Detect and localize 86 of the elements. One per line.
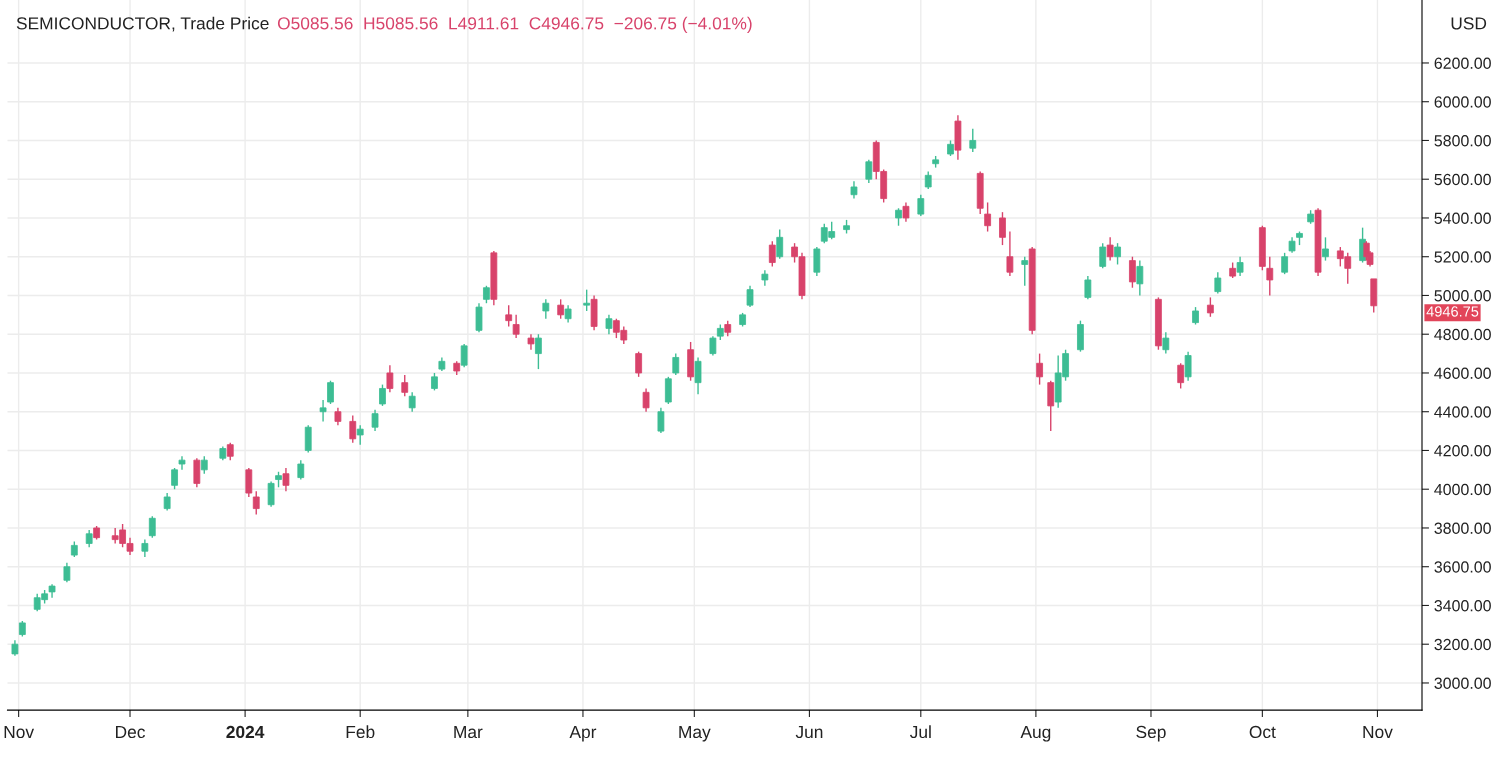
y-tick-label: 4000.00 <box>1434 483 1491 496</box>
x-tick-label: Nov <box>1363 726 1393 739</box>
candlestick <box>252 490 260 516</box>
candlestick <box>282 467 290 492</box>
candlestick <box>63 562 71 583</box>
candlestick <box>1006 230 1014 277</box>
y-tick-label: 6200.00 <box>1434 57 1491 69</box>
candlestick <box>1322 236 1329 262</box>
candlestick <box>319 399 327 423</box>
candlestick <box>1021 256 1029 287</box>
candlestick <box>11 639 19 657</box>
candlestick <box>379 383 386 407</box>
text: SEMICONDUCTOR, Trade Price <box>16 16 269 32</box>
y-tick-label: 5800.00 <box>1434 135 1491 147</box>
y-tick-label: 6000.00 <box>1434 96 1491 108</box>
y-tick-label: 3800.00 <box>1434 522 1491 534</box>
candlestick <box>664 376 672 405</box>
candlestick <box>527 333 535 351</box>
y-tick-label: 5200.00 <box>1434 251 1491 263</box>
candlestick <box>768 240 776 268</box>
x-tick-label: Mar <box>454 726 483 739</box>
y-tick-label: 3000.00 <box>1434 677 1491 689</box>
candlestick <box>178 455 186 471</box>
x-tick-label: Jun <box>795 726 823 739</box>
candlestick <box>1114 242 1121 266</box>
candlestick <box>535 333 542 370</box>
y-tick-label: 4600.00 <box>1434 367 1491 379</box>
candlestick <box>954 114 962 161</box>
candlestick <box>171 467 178 490</box>
candlestick <box>1266 256 1274 297</box>
x-tick-label: May <box>679 726 711 742</box>
y-tick-label: 3200.00 <box>1434 638 1491 651</box>
x-tick-label: 2024 <box>226 725 265 739</box>
candlestick <box>401 374 409 397</box>
candlestick <box>1258 225 1266 271</box>
candlestick <box>969 128 977 153</box>
candlestick <box>1047 380 1055 432</box>
y-tick-label: 5600.00 <box>1434 173 1491 186</box>
candlestick <box>334 407 342 426</box>
candlestick <box>1099 242 1107 270</box>
candlestick <box>386 364 394 394</box>
y-tick-label: 5400.00 <box>1434 212 1491 224</box>
candlestick <box>999 211 1006 246</box>
candlestick <box>1288 236 1296 254</box>
candlestick <box>1236 256 1244 277</box>
candlestick <box>505 304 513 328</box>
text: O5085.56 H5085.56 L4911.61 C4946.75 −206.75 (−4.01%) <box>277 16 752 33</box>
y-tick-label: 5000.00 <box>1434 290 1491 302</box>
x-tick-label: Nov <box>4 726 35 739</box>
x-tick-label: Jul <box>909 725 931 739</box>
y-tick-label: 3400.00 <box>1434 600 1491 612</box>
candlestick <box>672 352 680 376</box>
candlestick <box>605 314 613 335</box>
candlestick <box>850 180 858 200</box>
candlestick <box>635 350 643 378</box>
candlestick <box>583 288 591 312</box>
x-tick-label: Apr <box>569 726 597 742</box>
y-tick-label: 3600.00 <box>1434 561 1491 573</box>
y-axis-title: USD <box>1451 17 1487 30</box>
candlestick <box>1370 278 1378 314</box>
candlestick <box>297 459 305 481</box>
candlestick <box>984 201 992 233</box>
x-tick-label: Dec <box>116 726 145 739</box>
y-tick-label: 4400.00 <box>1434 406 1491 418</box>
candlestick <box>1129 256 1136 289</box>
candlestick <box>564 304 572 324</box>
candlestick <box>657 407 665 434</box>
candlestick <box>48 583 56 599</box>
candlestick <box>746 285 754 308</box>
y-tick-label: 4200.00 <box>1434 445 1491 457</box>
candlestick <box>917 194 925 217</box>
y-tick-label: 4800.00 <box>1434 328 1491 341</box>
candlestick <box>902 201 910 223</box>
candlestick <box>371 409 379 432</box>
x-tick-label: Aug <box>1020 726 1051 742</box>
text: 4946.75 <box>1426 306 1479 317</box>
candlestick <box>1206 296 1214 318</box>
candlestick <box>327 380 334 405</box>
x-tick-label: Sep <box>1136 725 1166 742</box>
x-tick-label: Oct <box>1249 725 1276 739</box>
candlestick <box>1281 252 1289 275</box>
candlestick <box>475 302 483 333</box>
candlestick <box>976 170 984 215</box>
x-tick-label: Feb <box>346 725 375 739</box>
candlestick <box>356 424 364 446</box>
candlestick <box>709 335 717 357</box>
